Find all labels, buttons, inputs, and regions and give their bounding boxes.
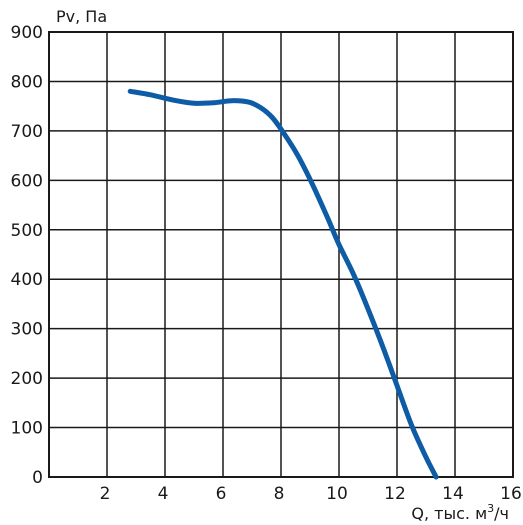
y-axis-label: Pv, Па xyxy=(56,7,107,26)
x-tick-label: 14 xyxy=(442,484,464,504)
y-tick-label: 600 xyxy=(11,171,43,191)
y-tick-label: 0 xyxy=(32,468,43,488)
x-tick-label: 2 xyxy=(100,484,111,504)
y-tick-label: 400 xyxy=(11,270,43,290)
pressure-curve xyxy=(127,88,439,480)
x-tick-label: 4 xyxy=(158,484,169,504)
x-tick-label: 12 xyxy=(384,484,406,504)
grid xyxy=(48,31,514,478)
x-axis-label-suffix: /ч xyxy=(494,504,509,523)
x-axis-label: Q, тыс. м3/ч xyxy=(411,502,509,523)
y-tick-label: 800 xyxy=(11,72,43,92)
x-tick-label: 10 xyxy=(326,484,348,504)
y-tick-label: 700 xyxy=(11,122,43,142)
x-tick-label: 8 xyxy=(274,484,285,504)
x-tick-label: 16 xyxy=(500,484,522,504)
y-tick-label: 900 xyxy=(11,23,43,43)
x-tick-label: 6 xyxy=(216,484,227,504)
x-tick-labels: 2 4 6 8 10 12 14 16 xyxy=(100,484,522,504)
y-tick-label: 100 xyxy=(11,419,43,439)
x-axis-label-sup: 3 xyxy=(487,502,494,515)
x-axis-label-main: Q, тыс. м xyxy=(411,504,487,523)
y-tick-label: 200 xyxy=(11,369,43,389)
curve-layer xyxy=(127,88,439,480)
y-tick-label: 300 xyxy=(11,320,43,340)
y-tick-labels: 0 100 200 300 400 500 600 700 800 900 xyxy=(11,23,43,488)
y-tick-label: 500 xyxy=(11,221,43,241)
